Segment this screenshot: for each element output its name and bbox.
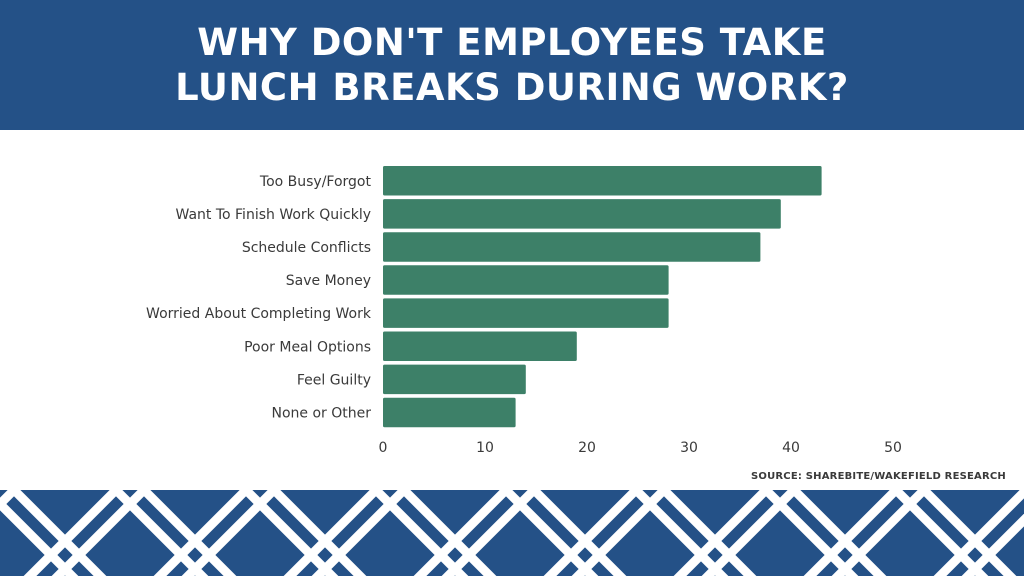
category-label-5: Poor Meal Options bbox=[244, 339, 371, 355]
category-label-7: None or Other bbox=[272, 405, 372, 421]
x-tick-label-0: 0 bbox=[379, 440, 388, 456]
pattern-stripe bbox=[803, 490, 900, 576]
page-title: WHY DON'T EMPLOYEES TAKE LUNCH BREAKS DU… bbox=[62, 20, 962, 110]
x-tick-label-5: 50 bbox=[884, 440, 902, 456]
bar-6 bbox=[383, 364, 526, 395]
category-label-4: Worried About Completing Work bbox=[146, 306, 372, 322]
pattern-stripe bbox=[831, 490, 928, 576]
x-tick-label-1: 10 bbox=[476, 440, 494, 456]
category-label-6: Feel Guilty bbox=[297, 372, 371, 388]
x-tick-label-3: 30 bbox=[680, 440, 698, 456]
x-tick-label-4: 40 bbox=[782, 440, 800, 456]
pattern-stripe bbox=[23, 490, 120, 576]
source-note: SOURCE: SHAREBITE/WAKEFIELD RESEARCH bbox=[750, 471, 1006, 482]
pattern-stripe bbox=[543, 490, 640, 576]
bar-5 bbox=[383, 331, 577, 361]
bar-2 bbox=[383, 232, 761, 262]
decorative-pattern bbox=[0, 490, 1024, 576]
category-label-2: Schedule Conflicts bbox=[242, 240, 371, 256]
pattern-stripe bbox=[571, 490, 668, 576]
pattern-stripe bbox=[283, 490, 380, 576]
bar-4 bbox=[383, 298, 669, 328]
pattern-stripe bbox=[933, 490, 1024, 576]
pattern-stripe bbox=[181, 490, 278, 576]
bar-3 bbox=[383, 265, 669, 295]
bar-1 bbox=[383, 199, 781, 229]
pattern-stripe bbox=[961, 513, 1024, 576]
category-label-3: Save Money bbox=[286, 273, 371, 289]
bar-7 bbox=[383, 397, 516, 428]
bar-0 bbox=[383, 166, 822, 196]
pattern-stripe bbox=[673, 490, 770, 576]
title-line-1: WHY DON'T EMPLOYEES TAKE bbox=[197, 21, 827, 64]
pattern-stripe bbox=[413, 490, 510, 576]
pattern-stripe bbox=[441, 490, 538, 576]
bar-chart: Too Busy/Forgot Want To Finish Work Quick… bbox=[146, 166, 902, 456]
category-label-0: Too Busy/Forgot bbox=[259, 174, 372, 190]
pattern-stripe bbox=[51, 490, 148, 576]
pattern-stripe bbox=[701, 490, 798, 576]
header-banner: WHY DON'T EMPLOYEES TAKE LUNCH BREAKS DU… bbox=[0, 0, 1024, 130]
title-line-2: LUNCH BREAKS DURING WORK? bbox=[175, 66, 849, 109]
category-label-1: Want To Finish Work Quickly bbox=[176, 207, 372, 223]
pattern-stripe bbox=[311, 490, 408, 576]
x-tick-label-2: 20 bbox=[578, 440, 596, 456]
pattern-stripe bbox=[153, 490, 250, 576]
